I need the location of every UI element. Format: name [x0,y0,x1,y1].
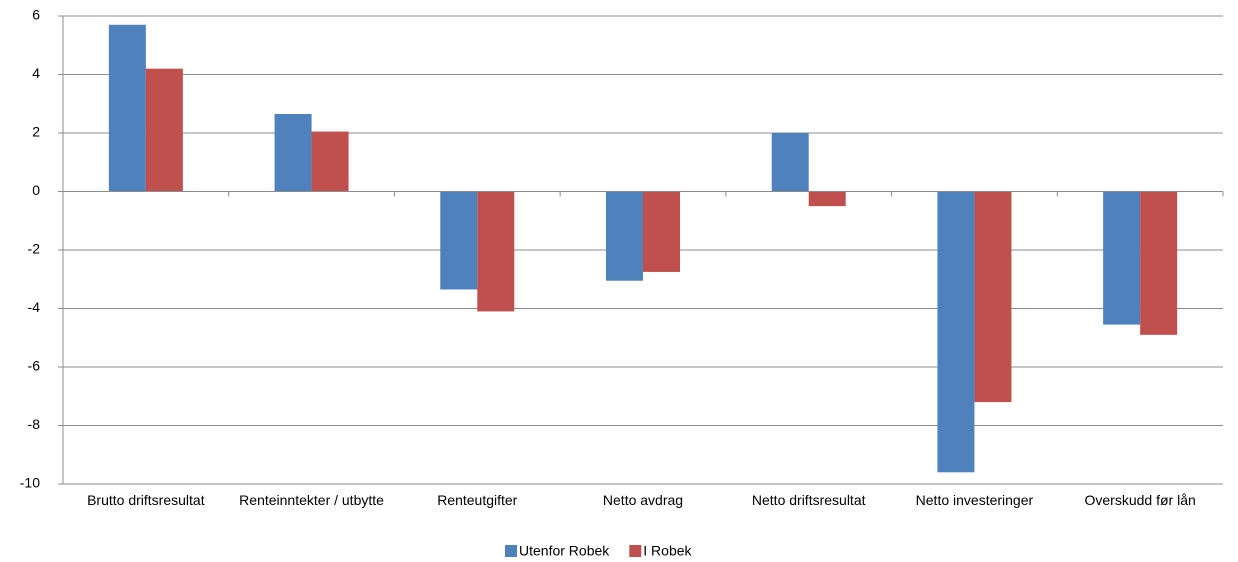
y-tick-label: -6 [28,358,41,374]
bar [440,191,478,290]
y-tick-label: 4 [32,65,40,81]
y-tick-label: 6 [32,7,40,23]
bar [145,68,183,192]
x-tick-label: Netto driftsresultat [751,492,866,508]
legend-label: Utenfor Robek [519,543,610,559]
bar [643,191,680,272]
x-tick-label: Renteinntekter / utbytte [239,492,384,508]
y-tick-label: -10 [20,475,40,491]
bar [477,191,515,312]
bar [108,24,146,192]
legend-swatch [629,545,642,557]
bar [1140,191,1178,335]
bar [1103,191,1141,325]
y-tick-label: -8 [28,416,41,432]
y-tick-label: -2 [28,241,41,257]
bar [606,191,643,281]
legend-swatch [505,545,517,557]
bar [274,113,312,192]
y-tick-label: 2 [32,124,40,140]
x-tick-label: Overskudd før lån [1084,492,1196,508]
bar [771,133,809,192]
y-tick-label: -4 [28,299,41,315]
x-tick-label: Netto avdrag [602,492,684,508]
bar [311,131,349,192]
x-tick-label: Renteutgifter [437,492,518,508]
y-tick-label: 0 [32,182,40,198]
bar [808,191,846,207]
bar [974,191,1012,403]
legend-label: I Robek [643,543,692,559]
x-tick-label: Netto investeringer [915,492,1034,508]
bar [937,191,975,473]
x-tick-label: Brutto driftsresultat [87,492,205,508]
